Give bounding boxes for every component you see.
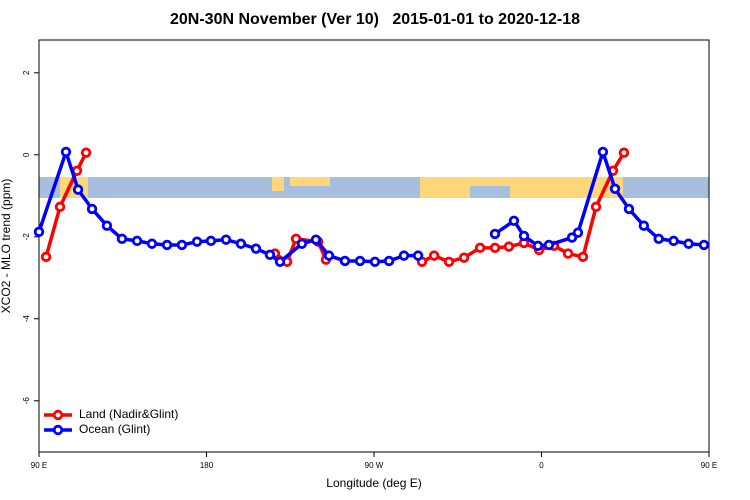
point <box>310 234 322 245</box>
point <box>339 255 351 267</box>
point <box>176 239 188 251</box>
y-tick-label: -6 <box>22 397 31 405</box>
point <box>572 227 584 238</box>
point <box>609 183 621 195</box>
point <box>264 249 276 261</box>
point <box>131 235 143 247</box>
legend-marker <box>52 424 64 436</box>
legend-label: Ocean (Glint) <box>79 422 150 436</box>
x-tick-label: 90 E <box>31 461 47 470</box>
point <box>296 238 308 249</box>
point <box>86 203 98 215</box>
y-tick-label: 0 <box>22 152 31 157</box>
point <box>146 238 158 249</box>
x-tick-label: 180 <box>200 461 214 470</box>
point <box>638 220 650 231</box>
point <box>668 235 679 247</box>
point <box>474 242 486 254</box>
plot-frame <box>38 39 710 453</box>
point <box>590 201 602 213</box>
point <box>683 238 694 249</box>
point <box>577 251 589 263</box>
legend-marker <box>52 409 64 421</box>
point <box>80 147 92 158</box>
point <box>383 255 395 267</box>
x-tick-label: 0 <box>539 461 544 470</box>
point <box>562 248 574 259</box>
y-tick-label: -4 <box>22 315 31 323</box>
point <box>653 233 664 245</box>
point <box>40 251 52 263</box>
y-tick-label: 2 <box>22 70 31 75</box>
point <box>489 242 501 254</box>
x-axis-title: Longitude (deg E) <box>326 476 421 490</box>
x-tick-label: 90 E <box>701 461 717 470</box>
point <box>443 256 455 267</box>
point <box>191 236 203 247</box>
legend-label: Land (Nadir&Glint) <box>79 407 178 421</box>
point <box>369 256 381 267</box>
point <box>161 239 173 251</box>
point <box>597 146 609 158</box>
point <box>508 215 520 226</box>
point <box>503 241 515 252</box>
point <box>412 250 424 261</box>
point <box>205 235 217 247</box>
point <box>543 239 555 251</box>
y-tick-label: -2 <box>22 233 31 241</box>
chart-title: 20N-30N November (Ver 10) 2015-01-01 to … <box>170 11 580 28</box>
x-tick-label: 90 W <box>365 461 384 470</box>
point <box>428 250 440 261</box>
legend: Land (Nadir&Glint)Ocean (Glint) <box>44 407 178 436</box>
point <box>101 220 113 231</box>
point <box>72 184 84 195</box>
point <box>33 226 45 238</box>
y-axis-title: XCO2 - MLO trend (ppm) <box>0 179 13 314</box>
point <box>323 250 335 261</box>
map-strip <box>39 177 709 198</box>
point <box>623 203 635 215</box>
point <box>354 255 366 267</box>
point <box>518 230 530 242</box>
point <box>489 228 501 240</box>
point <box>235 238 247 249</box>
point <box>698 239 710 251</box>
point <box>220 234 232 245</box>
point <box>532 240 544 251</box>
point <box>60 146 72 158</box>
point <box>618 147 630 158</box>
point <box>398 250 410 261</box>
point <box>54 201 66 213</box>
point <box>116 233 128 245</box>
point <box>250 243 262 254</box>
point <box>274 256 286 267</box>
point <box>458 252 470 263</box>
